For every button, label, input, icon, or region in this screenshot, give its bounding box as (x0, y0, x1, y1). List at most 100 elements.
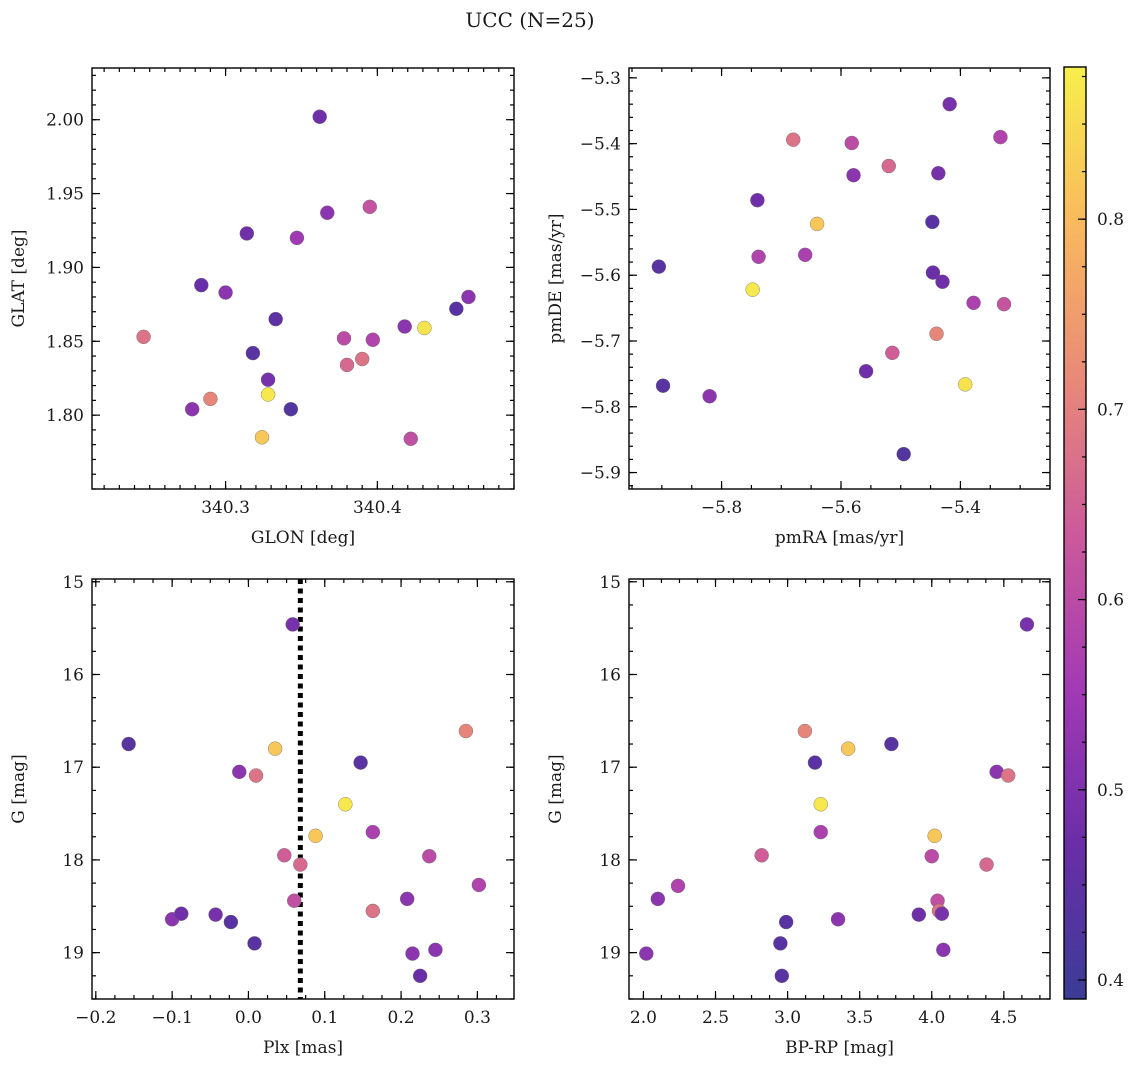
data-point (942, 96, 957, 112)
data-point (670, 878, 686, 894)
data-point (285, 617, 300, 632)
x-tick-label: 340.3 (201, 498, 250, 518)
data-point (260, 372, 276, 387)
y-tick-label: 1.85 (46, 332, 84, 352)
data-point (428, 942, 443, 958)
y-tick-label: 15 (599, 573, 621, 593)
data-point (218, 285, 233, 300)
data-point (807, 755, 823, 770)
data-point (936, 942, 951, 958)
y-tick-label: −5.3 (580, 69, 621, 89)
data-point (925, 214, 940, 230)
data-point (223, 914, 239, 930)
data-point (403, 431, 418, 446)
data-point (650, 891, 666, 907)
data-point (365, 824, 381, 840)
y-tick-label: 16 (599, 665, 621, 685)
data-point (353, 755, 368, 770)
data-point (830, 912, 846, 927)
data-point (774, 968, 790, 984)
data-point (412, 968, 428, 984)
colorbar: 0.4 0.5 0.6 0.7 0.8 (1063, 66, 1124, 1000)
y-tick-label: 1.80 (46, 406, 84, 426)
data-point (958, 377, 973, 392)
data-point (417, 320, 432, 336)
data-point (268, 311, 283, 327)
data-point (461, 289, 476, 305)
data-point (745, 282, 760, 297)
data-point (924, 849, 939, 864)
data-point (355, 351, 370, 367)
y-tick-label: 16 (62, 665, 84, 685)
data-point (277, 848, 292, 863)
data-point (639, 946, 654, 961)
colorbar-tick-label: 0.4 (1097, 971, 1124, 991)
data-point (312, 109, 327, 124)
y-tick-label: 18 (62, 851, 84, 871)
data-point (1000, 768, 1016, 783)
data-point (840, 741, 856, 756)
data-point (778, 914, 794, 930)
data-point (184, 402, 200, 417)
y-tick-label: −5.5 (580, 200, 621, 220)
data-point (399, 891, 415, 907)
y-tick-label: 19 (599, 944, 621, 964)
data-point (362, 199, 377, 215)
data-point (247, 936, 262, 951)
y-tick-label: 1.95 (46, 185, 84, 205)
scatter-panel-3: −0.2 −0.1 0.0 0.1 0.2 0.3 15 16 17 18 19 Plx [mas] G… (9, 573, 515, 1058)
data-point (422, 849, 437, 864)
data-point (254, 430, 270, 445)
x-tick-label: −5.8 (701, 498, 742, 518)
y-axis-label: pmDE [mas/yr] (546, 213, 566, 343)
x-tick-label: −0.2 (75, 1008, 116, 1028)
y-tick-label: 15 (62, 573, 84, 593)
y-tick-label: 17 (62, 758, 84, 778)
data-point (702, 389, 717, 404)
data-point (751, 249, 766, 264)
x-tick-label: 0.1 (311, 1008, 338, 1028)
data-point (885, 345, 900, 361)
y-tick-label: 19 (62, 944, 84, 964)
data-point (858, 364, 874, 379)
x-tick-label: 4.5 (990, 1008, 1017, 1028)
plot-frame (91, 578, 515, 1000)
data-point (797, 247, 813, 263)
data-point (458, 723, 474, 739)
colorbar-tick-label: 0.5 (1097, 781, 1124, 801)
data-point (844, 135, 859, 151)
y-tick-label: 18 (599, 851, 621, 871)
plot-frame (628, 578, 1051, 1000)
data-point (911, 907, 926, 922)
data-point (136, 329, 151, 345)
y-axis-label: GLAT [deg] (9, 229, 29, 327)
data-point (174, 906, 189, 921)
scatter-panel-1: 340.3 340.4 1.80 1.85 1.90 1.95 2.00 GLON [deg]… (9, 67, 515, 548)
data-point (405, 946, 420, 961)
x-tick-label: 0.3 (464, 1008, 491, 1028)
data-point (397, 319, 412, 334)
scatter-panel-2: −5.8 −5.6 −5.4 −5.9 −5.8 −5.7 −5.6 −5.5 −5.4 −5.3… (546, 67, 1051, 548)
data-point (239, 226, 255, 241)
figure-title: UCC (N=25) (465, 8, 594, 32)
data-point (884, 736, 899, 752)
data-point (813, 797, 828, 812)
data-point (750, 193, 765, 208)
data-point (121, 736, 136, 752)
data-point (289, 230, 305, 246)
y-axis-label: G [mag] (9, 754, 29, 823)
y-tick-label: −5.6 (580, 266, 621, 286)
x-tick-label: 3.0 (774, 1008, 801, 1028)
x-tick-label: −0.1 (151, 1008, 192, 1028)
scatter-panel-4: 2.0 2.5 3.0 3.5 4.0 4.5 15 16 17 18 19 BP-RP [mag] G… (546, 573, 1051, 1058)
colorbar-tick-label: 0.6 (1097, 591, 1124, 611)
data-point (365, 332, 381, 348)
data-point (809, 216, 825, 232)
x-tick-label: 2.5 (702, 1008, 729, 1028)
data-point (245, 345, 261, 361)
data-point (471, 877, 487, 893)
y-tick-label: −5.7 (580, 332, 621, 352)
data-point (267, 741, 283, 756)
data-point (287, 893, 302, 908)
